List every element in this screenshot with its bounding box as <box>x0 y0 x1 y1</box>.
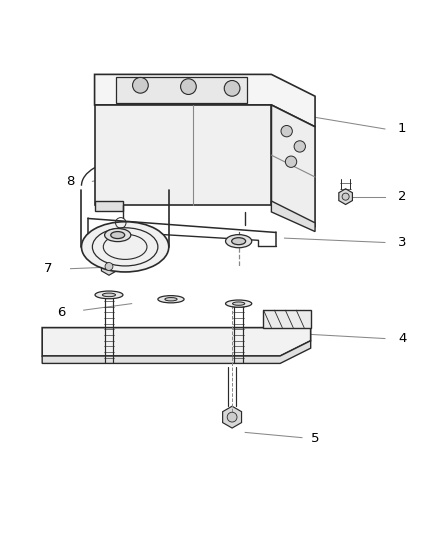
Circle shape <box>294 141 305 152</box>
Ellipse shape <box>232 238 246 245</box>
Circle shape <box>224 80 240 96</box>
Ellipse shape <box>165 297 177 301</box>
Circle shape <box>342 193 349 200</box>
Ellipse shape <box>233 302 245 305</box>
Polygon shape <box>42 341 311 364</box>
Text: 1: 1 <box>398 123 406 135</box>
Text: 5: 5 <box>311 432 319 446</box>
Text: 4: 4 <box>398 332 406 345</box>
Ellipse shape <box>226 235 252 248</box>
Ellipse shape <box>105 229 131 241</box>
Text: 8: 8 <box>66 175 74 188</box>
Polygon shape <box>95 105 272 205</box>
Circle shape <box>133 77 148 93</box>
Polygon shape <box>272 201 315 231</box>
Ellipse shape <box>95 291 123 298</box>
Polygon shape <box>263 310 311 328</box>
Text: 3: 3 <box>398 236 406 249</box>
Circle shape <box>281 125 292 137</box>
Text: 7: 7 <box>44 262 53 275</box>
Circle shape <box>180 79 196 94</box>
Polygon shape <box>339 189 353 205</box>
Circle shape <box>286 156 297 167</box>
Ellipse shape <box>102 293 116 297</box>
Polygon shape <box>272 105 315 227</box>
Ellipse shape <box>111 231 125 239</box>
Circle shape <box>105 263 113 270</box>
Circle shape <box>227 412 237 422</box>
Polygon shape <box>95 75 315 127</box>
Ellipse shape <box>81 222 169 272</box>
Polygon shape <box>117 77 247 103</box>
Polygon shape <box>95 201 123 211</box>
Polygon shape <box>223 406 241 428</box>
Text: 2: 2 <box>398 190 406 203</box>
Polygon shape <box>102 258 117 275</box>
Ellipse shape <box>158 296 184 303</box>
Text: 6: 6 <box>57 306 66 319</box>
Polygon shape <box>42 328 311 356</box>
Ellipse shape <box>226 300 252 307</box>
